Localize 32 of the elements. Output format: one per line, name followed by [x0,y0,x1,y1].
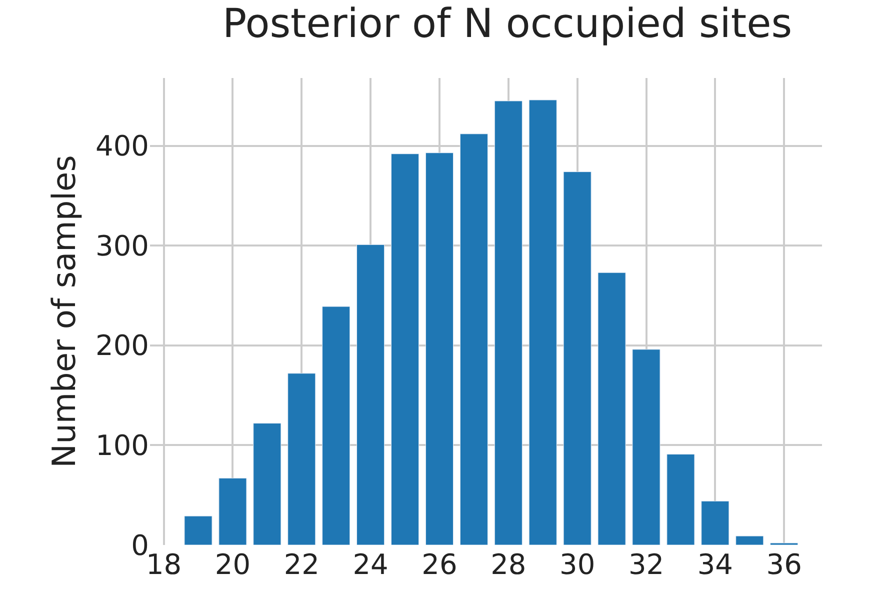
bar [253,423,282,545]
bar [218,478,247,545]
bar [736,536,764,545]
x-tick-label: 24 [352,548,388,581]
y-tick-label: 300 [96,229,149,262]
y-tick-label: 100 [96,429,149,462]
bar [356,244,385,545]
x-tick-label: 30 [560,548,596,581]
x-tick-label: 28 [490,548,526,581]
x-tick-label: 20 [214,548,251,581]
bar [563,172,592,545]
bar [701,500,730,545]
x-tick-label: 34 [697,548,733,581]
bar [528,100,557,545]
x-tick-label: 32 [628,548,664,581]
y-tick-label: 400 [96,130,149,163]
bar [494,100,522,545]
bar [390,154,420,545]
bar [598,272,626,545]
x-tick-label: 36 [766,548,802,581]
bar [425,152,454,545]
x-tick-label: 22 [284,548,320,581]
y-axis-title: Number of samples [44,155,83,468]
bar [322,306,350,545]
bar [666,454,695,545]
bar [632,349,660,545]
y-tick-label: 200 [96,329,149,362]
bar [460,134,488,545]
x-tick-label: 26 [422,548,458,581]
bar [184,516,212,545]
bar [288,373,316,545]
chart-title: Posterior of N occupied sites [222,1,792,48]
